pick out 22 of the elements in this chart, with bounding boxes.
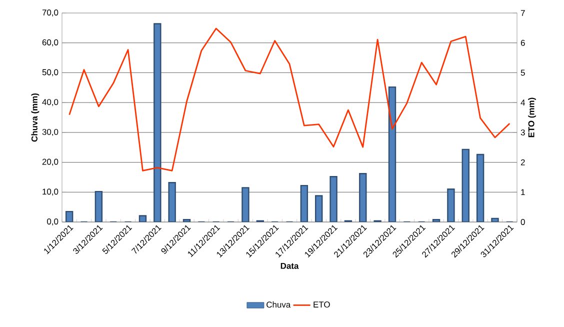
legend-label: ETO	[314, 302, 330, 308]
y2-tick-label: 5	[520, 70, 525, 76]
y-tick-label: 60,0	[42, 39, 58, 46]
y-tick-label: 30,0	[42, 128, 58, 136]
y2-tick-label: 1	[521, 189, 525, 196]
y2-axis-title: ETO (mm)	[528, 98, 536, 138]
y-tick-label: 20,0	[42, 158, 58, 166]
y2-tick-label: 4	[520, 100, 525, 106]
y2-tick-label: 2	[520, 159, 525, 166]
y-tick-label: 10,0	[42, 188, 58, 196]
y-axis-title: Chuva (mm)	[31, 93, 40, 142]
line-series	[68, 28, 510, 172]
y-tick-label: 40,0	[42, 99, 58, 106]
y2-tick-label: 3	[520, 129, 525, 136]
y-tick-label: 50,0	[42, 69, 58, 76]
y-tick-label: 70,0	[42, 10, 58, 16]
y2-tick-label: 6	[520, 40, 525, 46]
y-tick-label: 0,0	[47, 218, 58, 226]
legend-label: Chuva	[266, 301, 291, 308]
y2-tick-label: 0	[520, 219, 525, 225]
x-axis-title: Data	[280, 262, 299, 269]
y2-tick-label: 7	[520, 10, 525, 16]
